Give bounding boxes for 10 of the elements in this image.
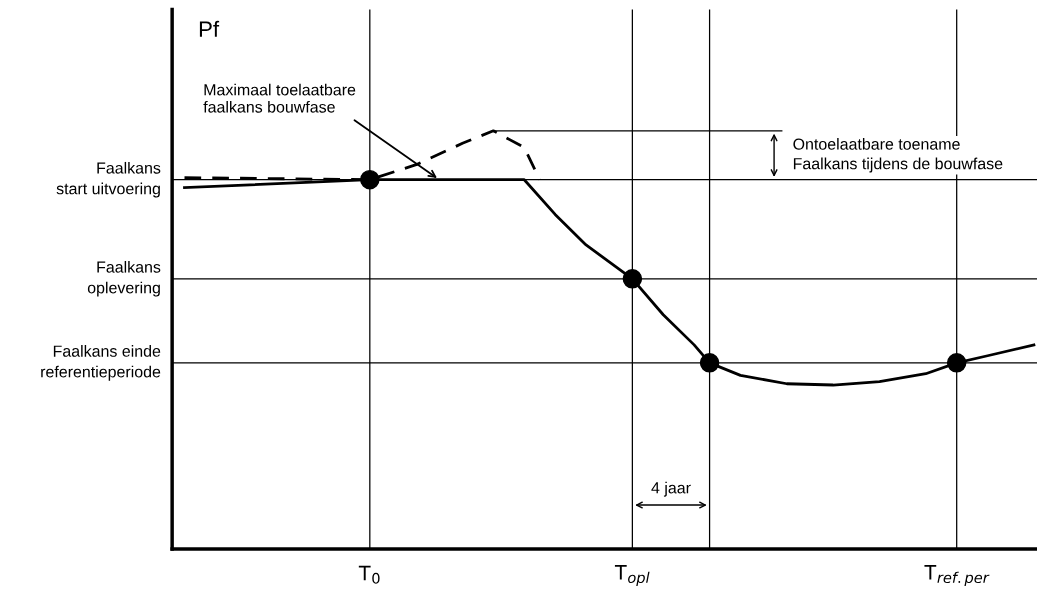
ref-line-label: Faalkans einde referentieperiode (41, 345, 161, 381)
annotation: Ontoelaatbare toename Faalkans tijdens de bouwfase (793, 138, 1003, 173)
x-tick-label: T$_{ref.per}$ (924, 565, 990, 586)
x-tick-label: T$_{opl}$ (614, 565, 650, 586)
ref-line-label: Faalkans oplevering (87, 261, 161, 297)
text: Maximaal toelaatbare faalkans bouwfase (203, 83, 356, 113)
annotation: 4 jaar (651, 481, 691, 497)
ref-line-label: Faalkans start uitvoering (56, 161, 161, 198)
x-tick-label: T$_{0}$ (358, 565, 380, 584)
y-axis-title: Pf (199, 20, 220, 37)
